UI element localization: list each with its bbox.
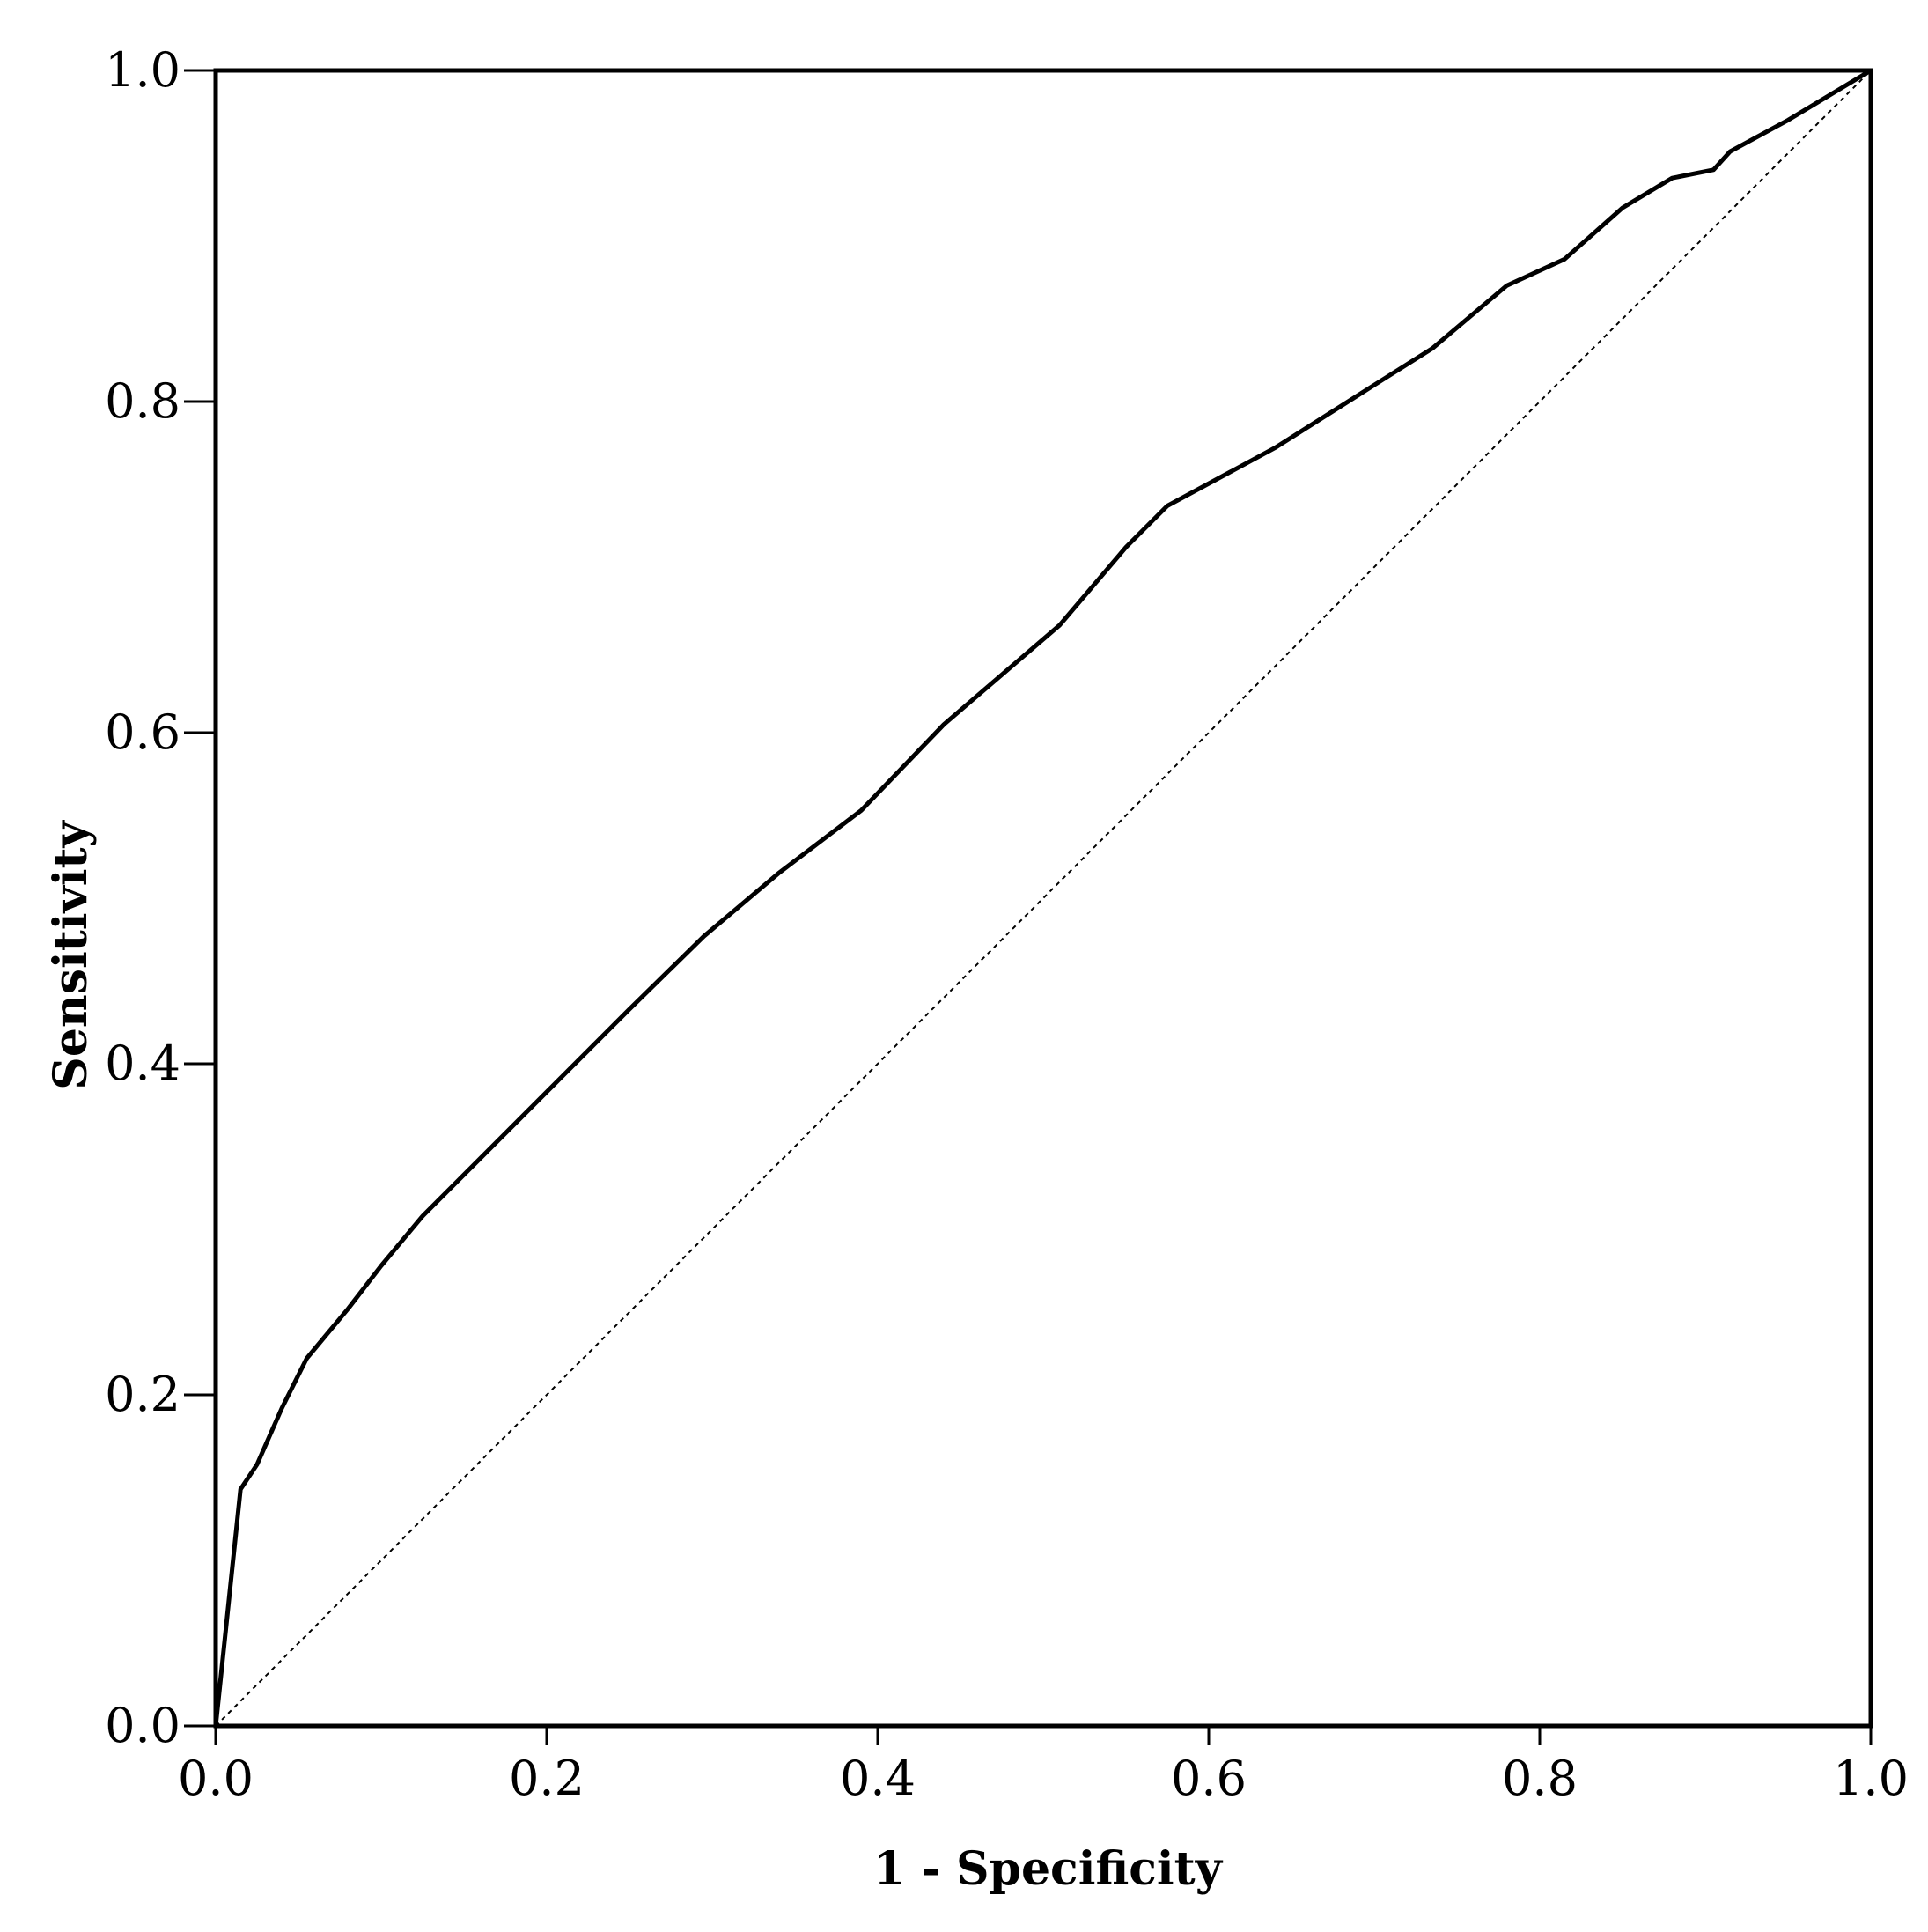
x-axis-label: 1 - Specificity (873, 1842, 1224, 1896)
x-tick-label: 0.2 (509, 1751, 585, 1806)
reference-line (215, 70, 1872, 1727)
x-tick-label: 1.0 (1833, 1751, 1909, 1806)
x-axis: 0.0 0.2 0.4 0.6 0.8 1.0 (178, 1726, 1909, 1806)
y-axis-label: Sensitivity (44, 819, 98, 1089)
y-tick-label: 1.0 (105, 42, 180, 98)
y-tick-label: 0.4 (105, 1036, 180, 1091)
y-tick-label: 0.0 (105, 1698, 180, 1753)
roc-curve (213, 68, 1873, 1727)
y-tick-label: 0.6 (105, 704, 180, 760)
plot-frame (213, 68, 1873, 1729)
x-tick-label: 0.8 (1502, 1751, 1578, 1806)
y-axis: 0.0 0.2 0.4 0.6 0.8 1.0 (105, 42, 216, 1753)
x-tick-label: 0.6 (1171, 1751, 1247, 1806)
x-tick-label: 0.0 (178, 1751, 254, 1806)
x-tick-label: 0.4 (840, 1751, 916, 1806)
plot-area (213, 68, 1873, 1729)
y-tick-label: 0.2 (105, 1367, 180, 1422)
y-tick-label: 0.8 (105, 373, 180, 429)
